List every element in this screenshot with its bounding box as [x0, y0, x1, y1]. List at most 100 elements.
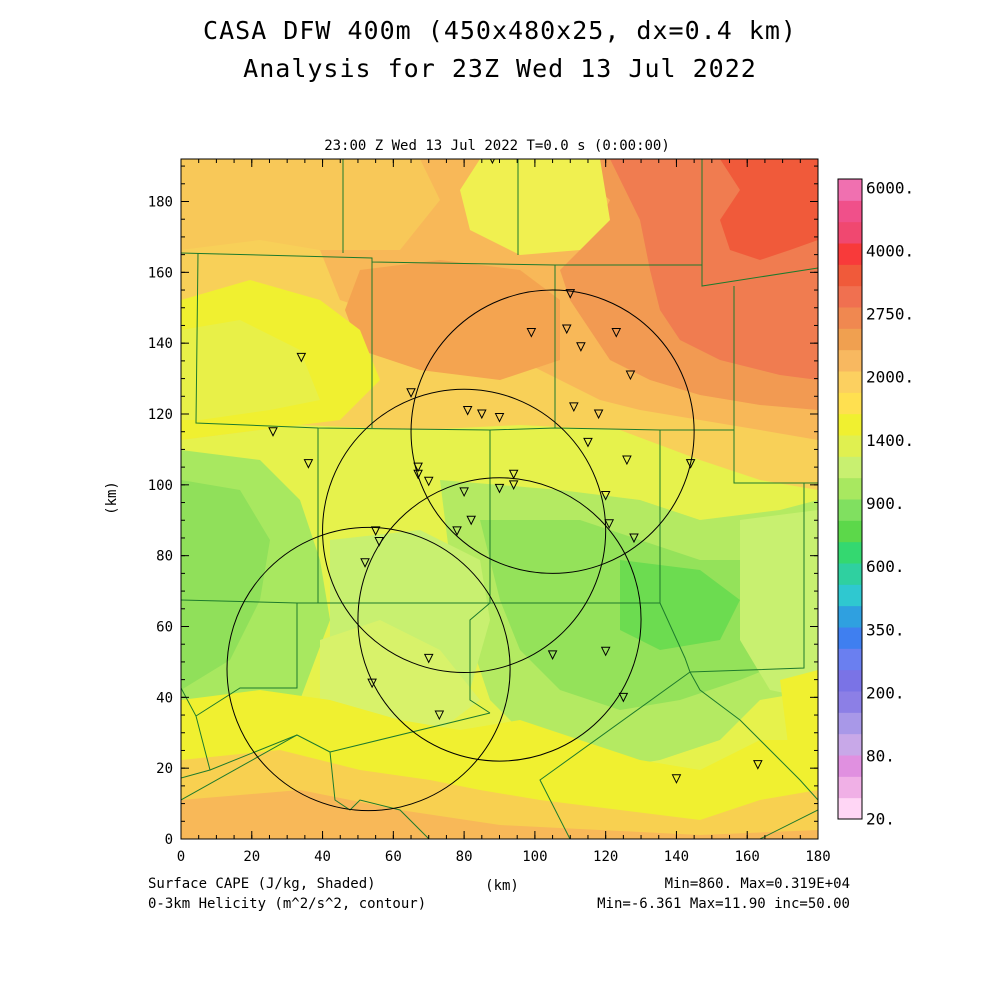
y-tick-label: 20	[156, 761, 173, 777]
station-marker	[423, 476, 434, 487]
y-tick-label: 120	[148, 407, 173, 423]
station-marker	[526, 328, 537, 338]
x-tick-label: 20	[243, 849, 260, 865]
y-axis: 0 20 40 60 80 100 120 140 160 180	[148, 165, 818, 848]
station-marker	[611, 328, 622, 338]
colorbar-label: 2000.	[866, 368, 914, 387]
colorbar-swatch	[838, 605, 862, 628]
colorbar-label: 20.	[866, 810, 895, 829]
colorbar-swatch	[838, 733, 862, 756]
radar-range-ring	[322, 388, 607, 674]
colorbar-swatch	[838, 755, 862, 777]
colorbar-swatch	[838, 285, 862, 308]
colorbar-swatch	[838, 435, 862, 457]
footer-contour-stats: Min=-6.361 Max=11.90 inc=50.00	[597, 896, 850, 912]
x-tick-label: 0	[177, 849, 185, 865]
station-marker	[374, 537, 384, 547]
y-tick-label: 160	[148, 265, 173, 281]
y-axis-label: (km)	[104, 481, 120, 515]
station-marker	[593, 409, 604, 420]
x-axis-label: (km)	[485, 878, 519, 894]
y-tick-label: 80	[156, 549, 173, 565]
radar-rings	[226, 289, 695, 812]
colorbar-swatch	[838, 243, 862, 265]
colorbar-swatch	[838, 371, 862, 393]
station-marker	[494, 413, 505, 423]
colorbar-swatch	[838, 669, 862, 692]
station-marker	[462, 405, 473, 416]
colorbar-label: 80.	[866, 747, 895, 766]
colorbar-swatch	[838, 584, 862, 607]
colorbar-label: 900.	[866, 494, 905, 513]
colorbar-swatch	[838, 499, 862, 521]
station-marker	[547, 650, 558, 660]
colorbar-swatch	[838, 712, 862, 735]
x-axis: 0 20 40 60 80 100 120 140 160 180	[177, 159, 831, 865]
main-title: CASA DFW 400m (450x480x25, dx=0.4 km)	[203, 16, 797, 45]
station-marker	[413, 462, 423, 473]
station-marker	[406, 388, 416, 398]
plot-subtitle: 23:00 Z Wed 13 Jul 2022 T=0.0 s (0:00:00…	[324, 138, 670, 154]
colorbar-swatch	[838, 627, 862, 649]
colorbar-swatch	[838, 179, 862, 201]
station-marker	[625, 370, 636, 381]
station-marker	[459, 487, 469, 498]
station-marker	[370, 526, 381, 536]
colorbar-swatch	[838, 797, 862, 820]
station-marker	[360, 558, 370, 568]
y-tick-label: 180	[148, 195, 173, 211]
colorbar-frame	[837, 178, 863, 820]
station-marker	[466, 515, 476, 526]
colorbar-labels: 6000. 4000. 2750. 2000. 1400. 900. 600. 350. 200…	[866, 178, 914, 828]
colorbar-label: 2750.	[866, 305, 914, 324]
analysis-time-title: Analysis for 23Z Wed 13 Jul 2022	[243, 54, 757, 83]
station-marker	[685, 459, 696, 469]
colorbar-swatch	[838, 221, 862, 244]
station-marker	[569, 402, 579, 413]
y-tick-label: 0	[165, 832, 173, 848]
station-marker	[561, 324, 572, 335]
colorbar-swatch	[838, 520, 862, 543]
radar-range-ring	[357, 477, 642, 762]
colorbar	[837, 178, 863, 820]
station-marker	[629, 533, 639, 544]
station-marker	[618, 692, 629, 703]
station-marker	[576, 342, 586, 352]
colorbar-label: 6000.	[866, 178, 914, 197]
station-marker	[434, 710, 445, 721]
colorbar-swatch	[838, 307, 862, 329]
colorbar-swatch	[838, 200, 862, 223]
colorbar-swatch	[838, 413, 862, 436]
station-marker	[413, 469, 423, 480]
y-tick-label: 140	[148, 336, 173, 352]
x-tick-label: 140	[664, 849, 689, 865]
station-marker	[622, 455, 632, 466]
colorbar-swatch	[838, 541, 862, 564]
station-marker	[476, 409, 487, 420]
x-tick-label: 160	[735, 849, 760, 865]
station-marker	[508, 480, 519, 490]
station-marker	[508, 469, 519, 480]
colorbar-swatch	[838, 264, 862, 287]
colorbar-label: 4000.	[866, 241, 914, 260]
colorbar-swatch	[838, 349, 862, 372]
x-tick-label: 80	[456, 849, 473, 865]
y-tick-label: 60	[156, 620, 173, 636]
cape-field	[181, 159, 818, 839]
county-boundaries	[181, 159, 818, 839]
station-marker	[753, 760, 763, 770]
station-marker	[268, 427, 278, 437]
station-marker	[494, 483, 505, 494]
colorbar-swatch	[838, 328, 862, 351]
station-marker	[600, 490, 611, 501]
colorbar-swatch	[838, 456, 862, 479]
y-tick-label: 40	[156, 690, 173, 706]
footer-shaded-stats: Min=860. Max=0.319E+04	[664, 876, 850, 892]
station-markers	[268, 159, 763, 784]
y-tick-label: 100	[148, 478, 173, 494]
colorbar-label: 1400.	[866, 431, 914, 450]
footer-shaded-field: Surface CAPE (J/kg, Shaded)	[148, 876, 376, 892]
footer-contour-field: 0-3km Helicity (m^2/s^2, contour)	[148, 896, 427, 912]
station-marker	[423, 653, 434, 664]
